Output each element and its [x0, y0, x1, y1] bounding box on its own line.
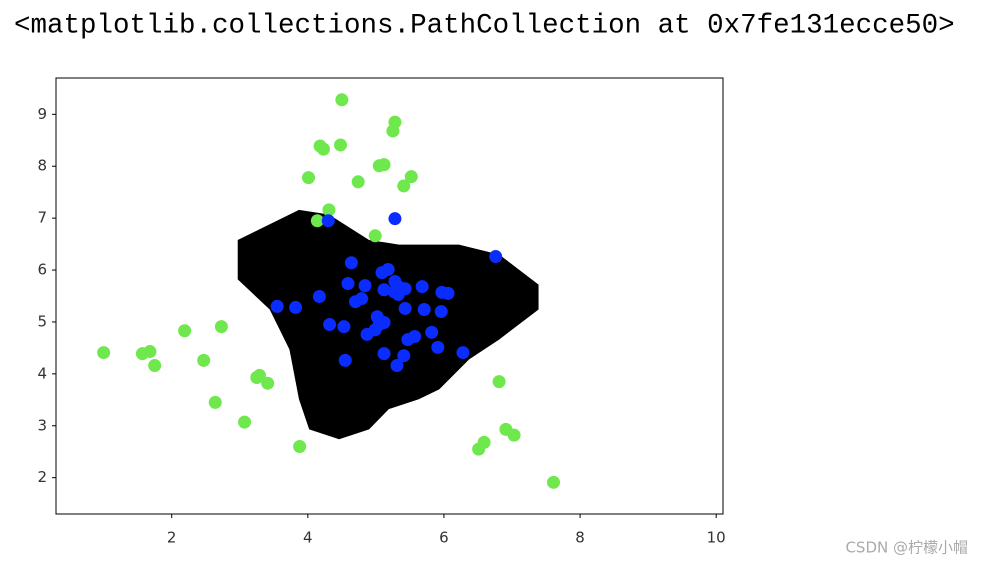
point	[390, 359, 404, 373]
point	[97, 346, 111, 360]
point	[253, 368, 267, 382]
point	[316, 142, 330, 156]
point	[547, 475, 561, 489]
point	[398, 301, 412, 315]
point	[417, 302, 431, 316]
point	[302, 171, 316, 185]
point	[351, 175, 365, 189]
point	[344, 256, 358, 270]
point	[397, 349, 411, 363]
point	[289, 300, 303, 314]
point	[321, 214, 335, 228]
point	[197, 353, 211, 367]
point	[477, 435, 491, 449]
point	[507, 428, 521, 442]
point	[360, 327, 374, 341]
point	[358, 279, 372, 293]
y-tick-label: 8	[37, 157, 47, 175]
y-tick-label: 7	[37, 209, 47, 227]
point	[391, 287, 405, 301]
y-tick-label: 9	[37, 105, 47, 123]
point	[397, 179, 411, 193]
watermark: CSDN @柠檬小帽	[845, 539, 968, 557]
plot: 2 4 6 8 10 2 3 4 5 6 7 8 9	[37, 77, 726, 547]
point	[208, 395, 222, 409]
point	[293, 440, 307, 454]
point	[341, 277, 355, 291]
point	[335, 93, 349, 107]
point	[492, 375, 506, 389]
point	[322, 203, 336, 217]
axes-frame	[55, 77, 724, 515]
point	[377, 158, 391, 172]
point	[377, 315, 391, 329]
point	[386, 124, 400, 138]
point	[415, 280, 429, 294]
point	[143, 345, 157, 359]
y-tick-label: 3	[37, 416, 47, 434]
point	[310, 214, 324, 228]
x-tick-label: 6	[439, 529, 449, 547]
point	[338, 353, 352, 367]
point	[333, 138, 347, 152]
point	[261, 376, 275, 390]
point	[377, 347, 391, 361]
y-tick-label: 5	[37, 312, 47, 330]
point	[323, 318, 337, 332]
point	[238, 415, 252, 429]
point	[355, 292, 369, 306]
y-tick-label: 2	[37, 468, 47, 486]
point	[388, 212, 402, 226]
point	[312, 290, 326, 304]
point	[214, 320, 228, 334]
point	[434, 305, 448, 319]
point	[489, 250, 503, 264]
point	[178, 324, 192, 338]
x-tick-label: 10	[707, 529, 726, 547]
point	[337, 320, 351, 334]
point	[381, 263, 395, 277]
point	[377, 283, 391, 297]
point	[368, 229, 382, 243]
point	[441, 286, 455, 300]
point	[148, 359, 162, 373]
point	[270, 299, 284, 313]
point	[404, 170, 418, 184]
point	[431, 340, 445, 354]
point	[425, 325, 439, 339]
y-tick-label: 4	[37, 364, 47, 382]
y-tick-label: 6	[37, 261, 47, 279]
x-tick-label: 2	[167, 529, 177, 547]
x-tick-label: 4	[303, 529, 313, 547]
x-tick-label: 8	[575, 529, 585, 547]
output-text: <matplotlib.collections.PathCollection a…	[14, 10, 955, 41]
point	[401, 333, 415, 347]
point	[456, 346, 470, 360]
